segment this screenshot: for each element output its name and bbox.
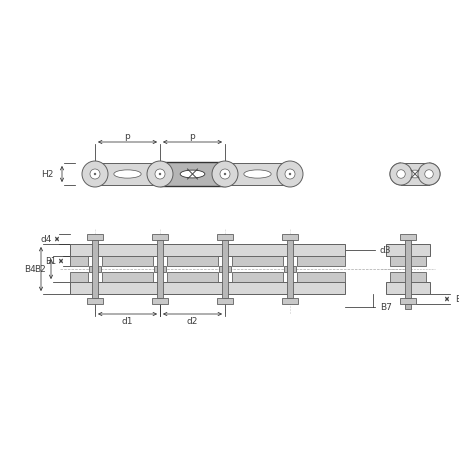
Circle shape: [90, 170, 100, 179]
Polygon shape: [283, 266, 295, 272]
Polygon shape: [281, 235, 297, 241]
Polygon shape: [70, 245, 344, 257]
Polygon shape: [89, 266, 101, 272]
Polygon shape: [102, 272, 153, 282]
Circle shape: [389, 164, 411, 185]
Circle shape: [158, 174, 161, 176]
Circle shape: [396, 170, 404, 179]
Polygon shape: [167, 257, 218, 266]
Circle shape: [147, 162, 173, 188]
Text: p: p: [189, 132, 195, 141]
Text: d1: d1: [122, 317, 133, 326]
Polygon shape: [297, 257, 344, 266]
Polygon shape: [231, 257, 282, 266]
Circle shape: [84, 164, 106, 185]
Circle shape: [155, 170, 165, 179]
Circle shape: [212, 162, 237, 188]
Polygon shape: [70, 282, 344, 294]
Polygon shape: [95, 164, 160, 185]
Circle shape: [276, 162, 302, 188]
Polygon shape: [87, 298, 103, 304]
Circle shape: [417, 163, 439, 185]
Text: H2: H2: [41, 170, 54, 179]
Circle shape: [94, 174, 96, 176]
Circle shape: [285, 170, 294, 179]
Circle shape: [219, 170, 230, 179]
Polygon shape: [87, 235, 103, 241]
Polygon shape: [297, 272, 344, 282]
Polygon shape: [400, 164, 428, 185]
Ellipse shape: [180, 171, 204, 179]
Polygon shape: [70, 272, 88, 282]
Ellipse shape: [406, 171, 422, 179]
Polygon shape: [389, 257, 425, 266]
Polygon shape: [286, 241, 292, 298]
Polygon shape: [218, 266, 230, 272]
Ellipse shape: [114, 170, 141, 179]
Polygon shape: [385, 245, 429, 257]
Polygon shape: [224, 164, 289, 185]
Text: d4: d4: [40, 235, 52, 244]
Text: B7: B7: [379, 303, 391, 312]
Polygon shape: [160, 162, 224, 187]
Polygon shape: [399, 235, 415, 241]
Polygon shape: [151, 298, 168, 304]
Circle shape: [417, 164, 439, 185]
Text: B7: B7: [454, 295, 459, 304]
Polygon shape: [70, 257, 88, 266]
Circle shape: [213, 162, 236, 187]
Text: B2: B2: [34, 265, 46, 274]
Polygon shape: [231, 272, 282, 282]
Polygon shape: [102, 257, 153, 266]
Text: d3: d3: [379, 246, 391, 255]
Circle shape: [279, 164, 300, 185]
Circle shape: [148, 162, 172, 187]
Ellipse shape: [243, 170, 270, 179]
Polygon shape: [404, 304, 410, 309]
Polygon shape: [389, 272, 425, 282]
Circle shape: [424, 170, 432, 179]
Polygon shape: [399, 298, 415, 304]
Circle shape: [288, 174, 291, 176]
Polygon shape: [151, 235, 168, 241]
Polygon shape: [404, 241, 410, 298]
Polygon shape: [222, 241, 228, 298]
Circle shape: [82, 162, 108, 188]
Circle shape: [213, 164, 235, 185]
Circle shape: [389, 163, 411, 185]
Polygon shape: [154, 266, 166, 272]
Polygon shape: [157, 241, 162, 298]
Polygon shape: [281, 298, 297, 304]
Text: B1: B1: [45, 257, 56, 266]
Circle shape: [149, 164, 171, 185]
Text: B4: B4: [24, 265, 36, 274]
Text: p: p: [124, 132, 130, 141]
Text: d2: d2: [186, 317, 198, 326]
Polygon shape: [385, 282, 429, 294]
Polygon shape: [92, 241, 98, 298]
Circle shape: [224, 174, 226, 176]
Polygon shape: [217, 298, 233, 304]
Polygon shape: [167, 272, 218, 282]
Polygon shape: [217, 235, 233, 241]
